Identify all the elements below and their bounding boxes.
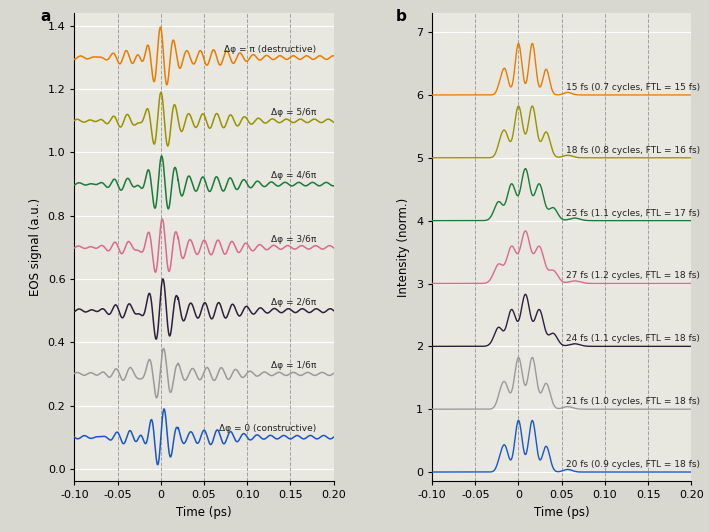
Text: b: b [396, 9, 407, 23]
Text: a: a [40, 9, 51, 23]
X-axis label: Time (ps): Time (ps) [177, 506, 232, 519]
X-axis label: Time (ps): Time (ps) [534, 506, 589, 519]
Y-axis label: Intensity (norm.): Intensity (norm.) [397, 198, 411, 297]
Text: Δφ = 4/6π: Δφ = 4/6π [271, 171, 316, 180]
Text: Δφ = 2/6π: Δφ = 2/6π [271, 298, 316, 307]
Text: 18 fs (0.8 cycles, FTL = 16 fs): 18 fs (0.8 cycles, FTL = 16 fs) [566, 146, 700, 155]
Text: 27 fs (1.2 cycles, FTL = 18 fs): 27 fs (1.2 cycles, FTL = 18 fs) [566, 271, 700, 280]
Text: Δφ = 0 (constructive): Δφ = 0 (constructive) [219, 425, 316, 434]
Text: Δφ = 1/6π: Δφ = 1/6π [271, 361, 316, 370]
Text: 21 fs (1.0 cycles, FTL = 18 fs): 21 fs (1.0 cycles, FTL = 18 fs) [566, 397, 700, 406]
Text: 15 fs (0.7 cycles, FTL = 15 fs): 15 fs (0.7 cycles, FTL = 15 fs) [566, 83, 700, 92]
Text: Δφ = 3/6π: Δφ = 3/6π [271, 235, 316, 244]
Text: 25 fs (1.1 cycles, FTL = 17 fs): 25 fs (1.1 cycles, FTL = 17 fs) [566, 209, 700, 218]
Text: 24 fs (1.1 cycles, FTL = 18 fs): 24 fs (1.1 cycles, FTL = 18 fs) [566, 334, 700, 343]
Text: Δφ = π (destructive): Δφ = π (destructive) [224, 45, 316, 54]
Text: 20 fs (0.9 cycles, FTL = 18 fs): 20 fs (0.9 cycles, FTL = 18 fs) [566, 460, 700, 469]
Text: Δφ = 5/6π: Δφ = 5/6π [271, 108, 316, 117]
Y-axis label: EOS signal (a.u.): EOS signal (a.u.) [29, 198, 42, 296]
